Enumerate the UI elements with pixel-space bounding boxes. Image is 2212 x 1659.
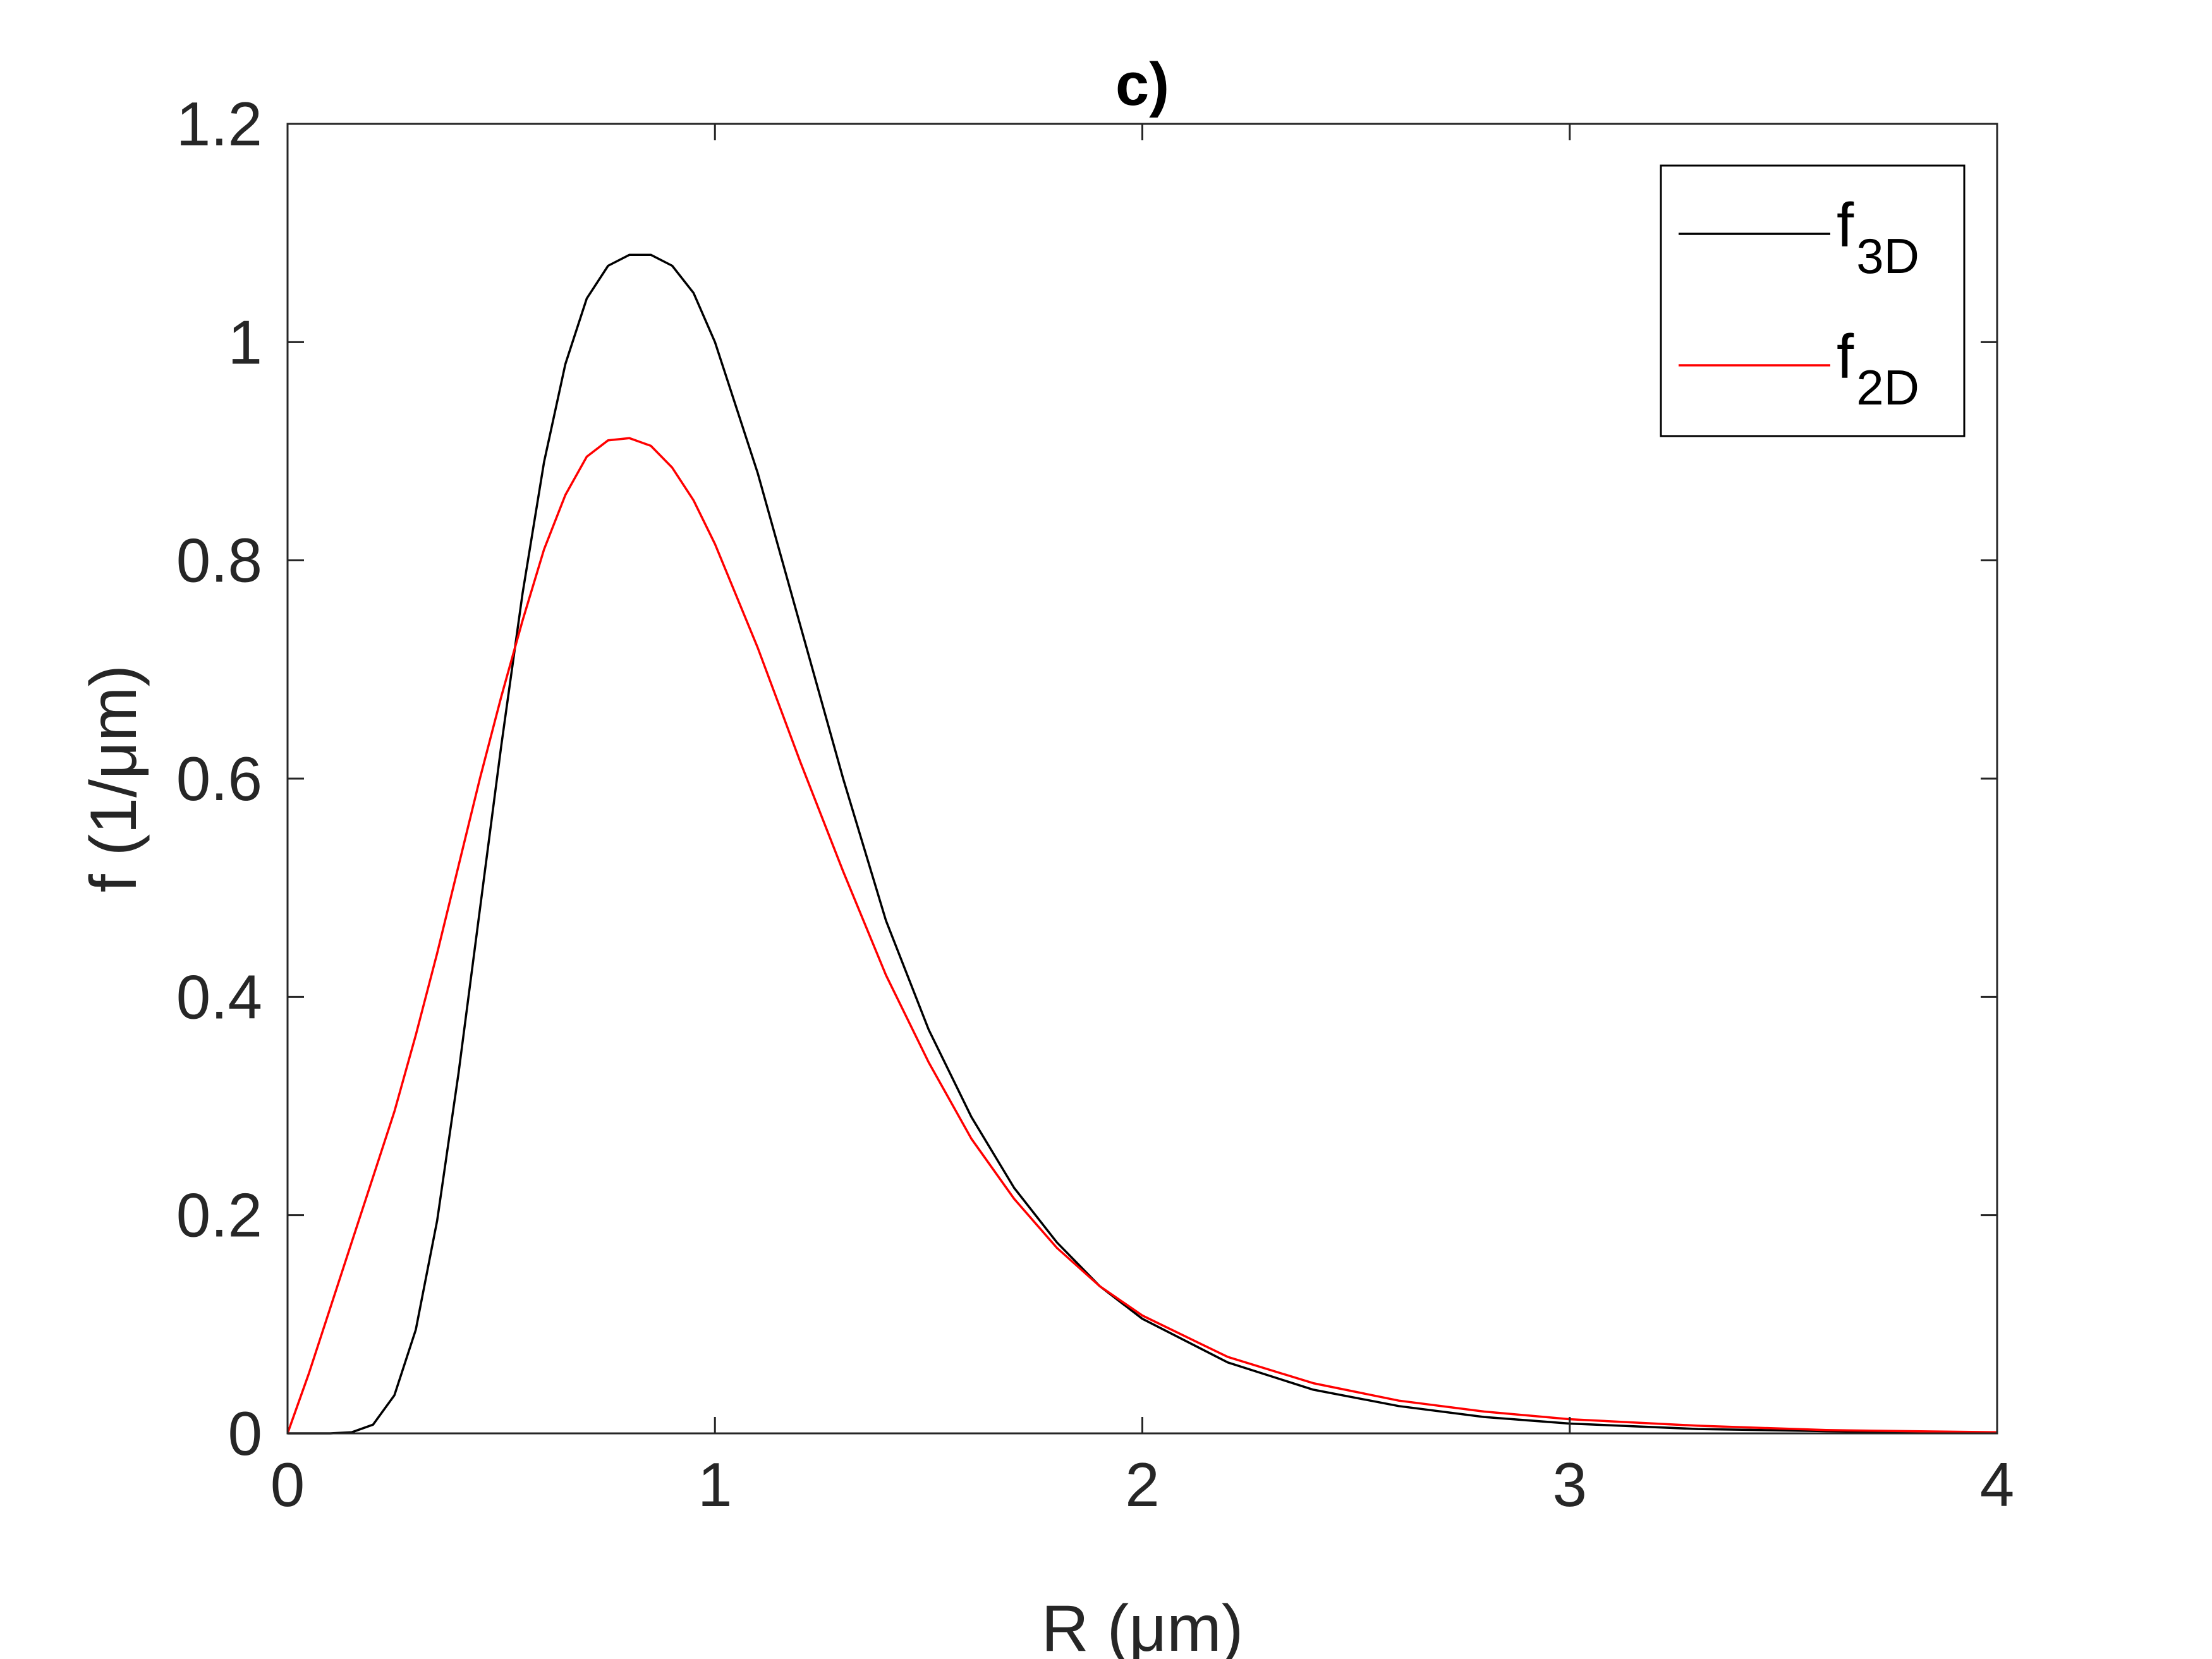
x-tick-label: 2 [1125,1450,1160,1519]
x-axis-label: R (μm) [1042,1592,1244,1659]
y-tick-label: 0.6 [176,744,262,813]
series-layer [286,253,1998,1435]
y-tick-label: 1 [228,307,262,377]
x-tick-label: 1 [698,1450,732,1519]
chart-title: c) [1115,51,1169,118]
y-tick-label: 0.2 [176,1181,262,1250]
legend-label-f2d: f2D [1837,322,1919,415]
x-tick-label: 3 [1552,1450,1587,1519]
x-tick-label: 4 [1980,1450,2015,1519]
y-tick-label: 0.4 [176,962,262,1031]
legend-box [1660,164,1966,437]
series-line-f2d [286,437,1998,1434]
y-tick-label: 0.8 [176,526,262,595]
x-tick-label: 0 [270,1450,305,1519]
legend-label-f3d: f3D [1837,190,1919,284]
tick-layer: 0 1 2 3 4 0 0.2 0.4 0.6 0.8 1 1.2 [176,89,2014,1519]
y-axis-label: f (1/μm) [77,665,150,892]
series-line-f3d [288,253,1998,1435]
y-tick-label: 0 [228,1399,262,1468]
y-tick-label: 1.2 [176,89,262,159]
